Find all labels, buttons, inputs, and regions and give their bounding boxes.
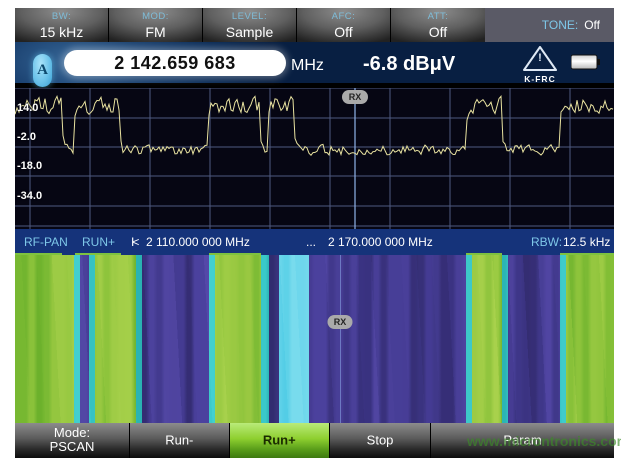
svg-text:!: !	[538, 52, 542, 64]
